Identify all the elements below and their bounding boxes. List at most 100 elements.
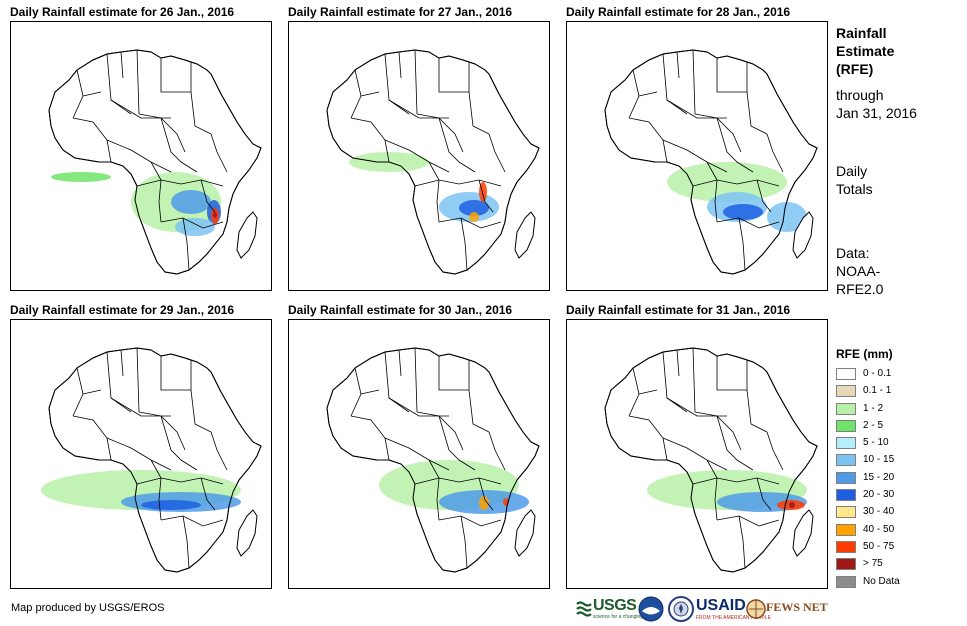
legend-item: 20 - 30 — [836, 487, 946, 504]
legend-label: 10 - 15 — [863, 454, 895, 466]
legend-item: 10 - 15 — [836, 452, 946, 469]
country-border — [662, 139, 728, 173]
legend-label: 0.1 - 1 — [863, 385, 892, 397]
panel-title: Daily Rainfall estimate for 28 Jan., 201… — [566, 5, 791, 19]
legend-swatch — [836, 437, 856, 450]
country-border — [138, 113, 186, 153]
rainfall-map — [10, 319, 272, 589]
country-border — [676, 349, 680, 377]
africa-outline — [326, 347, 540, 573]
africa-map-svg — [604, 49, 818, 275]
country-border — [716, 117, 754, 173]
country-border — [706, 161, 718, 223]
africa-map-svg — [41, 347, 262, 573]
rainfall-shading — [171, 190, 211, 214]
country-border — [414, 347, 418, 413]
country-border — [460, 217, 468, 271]
legend-item: 0 - 0.1 — [836, 366, 946, 383]
legend-item: 2 - 5 — [836, 418, 946, 435]
legend-item: 30 - 40 — [836, 504, 946, 521]
country-border — [716, 356, 748, 391]
country-border — [756, 179, 772, 213]
country-border — [82, 91, 102, 97]
data-source-label: Data: NOAA- RFE2.0 — [836, 244, 883, 298]
africa-outline — [48, 49, 262, 275]
panel-title: Daily Rainfall estimate for 27 Jan., 201… — [288, 5, 513, 19]
legend-swatch — [836, 506, 856, 519]
legend-list: 0 - 0.1 0.1 - 1 1 - 2 2 - 5 5 - 10 10 - … — [836, 366, 946, 591]
country-border — [190, 389, 212, 433]
legend-label: 1 - 2 — [863, 402, 884, 414]
coastline — [326, 347, 540, 573]
coastline — [48, 49, 262, 275]
rainfall-map — [288, 21, 550, 291]
usgs-logo: USGS science for a changing world — [576, 594, 656, 624]
madagascar-outline — [792, 509, 814, 557]
noaa-logo-icon — [638, 596, 664, 622]
legend-label: 0 - 0.1 — [863, 368, 892, 379]
legend-label: 50 - 75 — [863, 540, 895, 552]
legend-swatch — [836, 489, 856, 502]
legend-label: 5 - 10 — [863, 437, 889, 449]
madagascar-outline — [514, 211, 536, 259]
rainfall-shading — [469, 212, 479, 222]
country-border — [120, 51, 124, 79]
country-border — [638, 91, 658, 97]
daily-totals-line1: Daily — [836, 163, 868, 179]
country-border — [210, 133, 228, 173]
africa-map-svg — [326, 347, 540, 573]
legend-swatch — [836, 558, 856, 571]
rainfall-shading — [459, 200, 489, 216]
rainfall-map — [10, 21, 272, 291]
panel-title: Daily Rainfall estimate for 29 Jan., 201… — [10, 303, 235, 317]
country-border — [138, 411, 186, 451]
country-border — [694, 411, 742, 451]
country-border — [120, 349, 124, 377]
legend-label: 15 - 20 — [863, 471, 895, 483]
country-border — [182, 515, 190, 569]
rainfall-shading — [723, 204, 763, 220]
legend-item: 15 - 20 — [836, 470, 946, 487]
rainfall-shading — [789, 502, 795, 508]
legend-item: 1 - 2 — [836, 401, 946, 418]
country-border — [136, 49, 140, 115]
country-border — [136, 347, 140, 413]
country-border — [160, 217, 224, 229]
country-border — [384, 139, 450, 173]
map-credit: Map produced by USGS/EROS — [11, 602, 165, 614]
data-source-line1: Data: — [836, 245, 870, 261]
country-border — [468, 91, 490, 135]
country-border — [210, 431, 228, 471]
coastline — [326, 49, 540, 275]
usaid-tagline: FROM THE AMERICAN PEOPLE — [696, 615, 771, 621]
country-border — [414, 179, 502, 187]
country-border — [438, 515, 502, 527]
country-border — [488, 133, 506, 173]
legend-swatch — [836, 471, 856, 484]
country-border — [746, 91, 768, 135]
country-border — [136, 179, 224, 187]
country-border — [766, 431, 784, 471]
usaid-logo-text: USAID — [696, 597, 746, 614]
country-border — [416, 411, 464, 451]
rainfall-map — [288, 319, 550, 589]
legend-swatch — [836, 540, 856, 553]
country-border — [756, 477, 772, 511]
rainfall-map-panel-jan31: Daily Rainfall estimate for 31 Jan., 201… — [566, 302, 828, 589]
legend-heading: Rainfall Estimate (RFE) — [836, 24, 894, 78]
madagascar-outline — [236, 211, 258, 259]
country-border — [438, 415, 476, 471]
country-border — [72, 117, 112, 163]
fews-net-logo: FEWS NET — [746, 594, 828, 624]
country-border — [628, 117, 668, 163]
legend-item: 5 - 10 — [836, 435, 946, 452]
rainfall-shading — [141, 500, 201, 510]
legend-item: 0.1 - 1 — [836, 383, 946, 400]
legend-heading-line3: (RFE) — [836, 61, 874, 77]
rainfall-map-panel-jan27: Daily Rainfall estimate for 27 Jan., 201… — [288, 4, 550, 291]
africa-map-svg — [604, 347, 818, 573]
legend-label: 30 - 40 — [863, 506, 895, 518]
legend-item: No Data — [836, 574, 946, 591]
usgs-tagline: science for a changing world — [593, 614, 657, 620]
rainfall-map — [566, 21, 828, 291]
